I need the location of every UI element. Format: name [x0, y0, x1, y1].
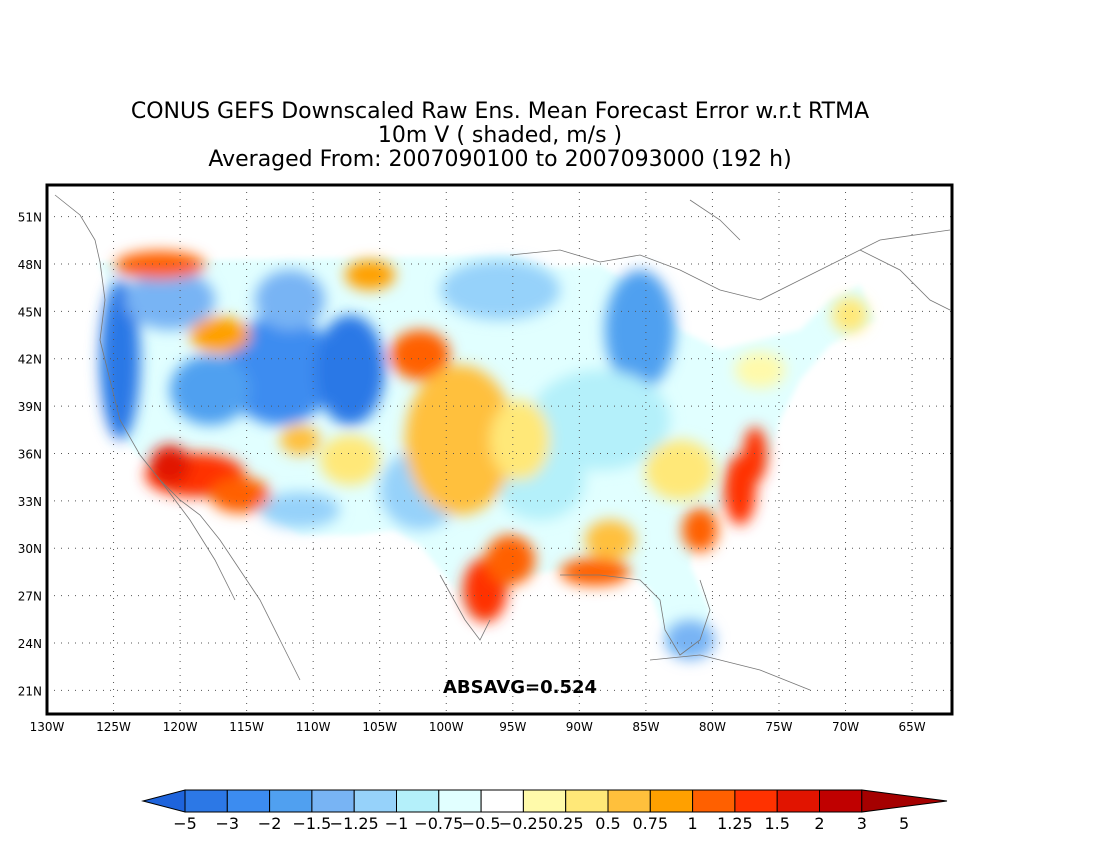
- colorbar-swatch: [226, 789, 271, 813]
- lat-tick-label: 45N: [18, 305, 42, 319]
- title-line-2: 10m V ( shaded, m/s ): [377, 123, 623, 148]
- colorbar-swatch: [776, 789, 821, 813]
- lon-tick-label: 90W: [566, 720, 593, 734]
- lon-tick-label: 120W: [163, 720, 198, 734]
- colorbar-right-arrow: [861, 789, 948, 813]
- lon-tick-label: 95W: [499, 720, 526, 734]
- coastlines: [54, 194, 951, 691]
- lon-tick-label: 85W: [632, 720, 659, 734]
- colorbar-swatch: [649, 789, 694, 813]
- colorbar-swatch: [438, 789, 482, 813]
- colorbar-swatch: [607, 789, 651, 813]
- colorbar-label: 0.5: [595, 814, 620, 833]
- colorbar-swatch: [396, 789, 440, 813]
- colorbar-label: −0.75: [414, 814, 463, 833]
- map-frame: [45, 183, 954, 716]
- map-title-block: CONUS GEFS Downscaled Raw Ens. Mean Fore…: [40, 100, 960, 172]
- title-line-1: CONUS GEFS Downscaled Raw Ens. Mean Fore…: [130, 99, 870, 124]
- pacific-coast-blue: [100, 280, 140, 440]
- lat-tick-label: 36N: [18, 447, 42, 461]
- lon-tick-label: 65W: [899, 720, 926, 734]
- colorbar-label: 5: [899, 814, 909, 833]
- lat-tick-label: 24N: [18, 637, 42, 651]
- colorbar-label: −5: [173, 814, 197, 833]
- colorbar-label: 2: [814, 814, 824, 833]
- absavg-annotation: ABSAVG=0.524: [443, 677, 597, 698]
- colorbar-label: −3: [216, 814, 240, 833]
- lon-tick-label: 110W: [296, 720, 331, 734]
- lat-tick-label: 30N: [18, 542, 42, 556]
- lat-tick-label: 48N: [18, 258, 42, 272]
- colorbar-label: −1: [385, 814, 409, 833]
- colorbar-label: −0.25: [499, 814, 548, 833]
- lat-tick-label: 27N: [18, 590, 42, 604]
- colorbar-left-arrow: [141, 789, 186, 813]
- colorbar-swatch: [353, 789, 398, 813]
- colorbar-label: −2: [258, 814, 282, 833]
- lat-tick-label: 33N: [18, 495, 42, 509]
- colorbar-label: 1.5: [764, 814, 789, 833]
- colorbar: −5 −3 −2 −1.5−1.25 −1 −0.75−0.5−0.25 0.25 0.5 0.…: [141, 789, 948, 833]
- colorbar-label: −1.5: [292, 814, 331, 833]
- lat-tick-label: 21N: [18, 684, 42, 698]
- colorbar-swatch: [269, 789, 313, 813]
- colorbar-label: −1.25: [330, 814, 379, 833]
- colorbar-label: 3: [857, 814, 867, 833]
- colorbar-swatch: [311, 789, 355, 813]
- colorbar-swatch: [565, 789, 609, 813]
- lon-tick-label: 115W: [229, 720, 264, 734]
- lon-tick-label: 100W: [429, 720, 464, 734]
- colorbar-swatch: [692, 789, 736, 813]
- colorbar-label: 1.25: [717, 814, 753, 833]
- colorbar-swatch: [480, 789, 524, 813]
- title-line-3: Averaged From: 2007090100 to 2007093000 …: [208, 147, 792, 172]
- colorbar-swatch: [734, 789, 778, 813]
- colorbar-label: 0.25: [548, 814, 584, 833]
- colorbar-label: 0.75: [632, 814, 668, 833]
- lat-tick-label: 42N: [18, 353, 42, 367]
- lon-tick-label: 130W: [30, 720, 65, 734]
- lat-tick-label: 51N: [18, 211, 42, 225]
- lat-tick-label: 39N: [18, 400, 42, 414]
- colorbar-swatch: [184, 789, 228, 813]
- colorbar-label: −0.5: [462, 814, 501, 833]
- colorbar-label: 1: [688, 814, 698, 833]
- lon-tick-label: 125W: [96, 720, 131, 734]
- lon-tick-label: 80W: [699, 720, 726, 734]
- colorbar-swatch: [522, 789, 567, 813]
- lon-tick-label: 75W: [765, 720, 792, 734]
- shaded-field: [98, 251, 875, 660]
- lon-tick-label: 105W: [362, 720, 397, 734]
- longitude-labels: 130W 125W 120W 115W 110W 105W 100W 95W 90W 85W 80W…: [30, 720, 926, 734]
- colorbar-swatch: [819, 789, 863, 813]
- great-lakes-blue: [605, 270, 675, 390]
- lon-tick-label: 70W: [832, 720, 859, 734]
- latitude-labels: 21N 24N 27N 30N 33N 36N 39N 42N 45N 48N 51N: [18, 211, 42, 699]
